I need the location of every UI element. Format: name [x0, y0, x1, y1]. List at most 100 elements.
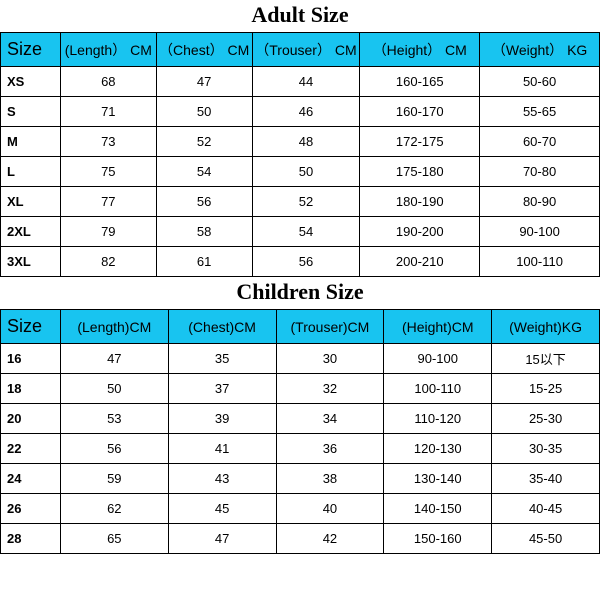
children-cell: 39 — [168, 404, 276, 434]
children-cell: 30 — [276, 344, 384, 374]
children-header-cell: Size — [1, 310, 61, 344]
children-thead: Size(Length)CM(Chest)CM(Trouser)CM(Heigh… — [1, 310, 600, 344]
table-row: 3XL826156200-210100-110 — [1, 247, 600, 277]
children-header-cell: (Chest)CM — [168, 310, 276, 344]
adult-cell: 54 — [252, 217, 360, 247]
adult-cell: 52 — [156, 127, 252, 157]
adult-header-cell: （Chest） CM — [156, 33, 252, 67]
adult-cell: 46 — [252, 97, 360, 127]
adult-cell: 48 — [252, 127, 360, 157]
adult-header-cell: （Weight） KG — [480, 33, 600, 67]
children-section: Children Size Size(Length)CM(Chest)CM(Tr… — [0, 277, 600, 554]
adult-cell: 3XL — [1, 247, 61, 277]
adult-table: Size(Length） CM（Chest） CM（Trouser） CM（He… — [0, 32, 600, 277]
children-cell: 90-100 — [384, 344, 492, 374]
adult-cell: XS — [1, 67, 61, 97]
adult-cell: 50 — [252, 157, 360, 187]
adult-cell: 73 — [60, 127, 156, 157]
adult-cell: 68 — [60, 67, 156, 97]
adult-cell: 180-190 — [360, 187, 480, 217]
adult-cell: 55-65 — [480, 97, 600, 127]
table-row: 24594338130-14035-40 — [1, 464, 600, 494]
adult-cell: 75 — [60, 157, 156, 187]
adult-cell: 61 — [156, 247, 252, 277]
table-row: XS684744160-16550-60 — [1, 67, 600, 97]
adult-header-cell: (Length） CM — [60, 33, 156, 67]
adult-cell: 50-60 — [480, 67, 600, 97]
children-cell: 38 — [276, 464, 384, 494]
children-cell: 15-25 — [492, 374, 600, 404]
children-cell: 53 — [60, 404, 168, 434]
children-title: Children Size — [0, 277, 600, 309]
table-row: XL775652180-19080-90 — [1, 187, 600, 217]
adult-cell: 90-100 — [480, 217, 600, 247]
children-cell: 34 — [276, 404, 384, 434]
children-cell: 120-130 — [384, 434, 492, 464]
children-cell: 40-45 — [492, 494, 600, 524]
children-cell: 16 — [1, 344, 61, 374]
children-cell: 130-140 — [384, 464, 492, 494]
children-cell: 24 — [1, 464, 61, 494]
children-cell: 15以下 — [492, 344, 600, 374]
adult-cell: 172-175 — [360, 127, 480, 157]
adult-section: Adult Size Size(Length） CM（Chest） CM（Tro… — [0, 0, 600, 277]
adult-cell: XL — [1, 187, 61, 217]
adult-cell: 60-70 — [480, 127, 600, 157]
adult-header-cell: （Height） CM — [360, 33, 480, 67]
adult-cell: 58 — [156, 217, 252, 247]
children-cell: 110-120 — [384, 404, 492, 434]
children-cell: 22 — [1, 434, 61, 464]
adult-cell: 160-165 — [360, 67, 480, 97]
adult-cell: 47 — [156, 67, 252, 97]
adult-cell: L — [1, 157, 61, 187]
children-cell: 26 — [1, 494, 61, 524]
children-cell: 43 — [168, 464, 276, 494]
table-row: 18503732100-11015-25 — [1, 374, 600, 404]
adult-cell: 77 — [60, 187, 156, 217]
adult-cell: 54 — [156, 157, 252, 187]
children-cell: 28 — [1, 524, 61, 554]
table-row: 2XL795854190-20090-100 — [1, 217, 600, 247]
adult-cell: M — [1, 127, 61, 157]
children-cell: 41 — [168, 434, 276, 464]
adult-cell: 52 — [252, 187, 360, 217]
adult-cell: S — [1, 97, 61, 127]
adult-cell: 160-170 — [360, 97, 480, 127]
adult-cell: 190-200 — [360, 217, 480, 247]
adult-cell: 70-80 — [480, 157, 600, 187]
adult-cell: 200-210 — [360, 247, 480, 277]
adult-cell: 2XL — [1, 217, 61, 247]
children-cell: 65 — [60, 524, 168, 554]
adult-thead: Size(Length） CM（Chest） CM（Trouser） CM（He… — [1, 33, 600, 67]
children-header-cell: (Height)CM — [384, 310, 492, 344]
adult-tbody: XS684744160-16550-60S715046160-17055-65M… — [1, 67, 600, 277]
children-header-cell: (Weight)KG — [492, 310, 600, 344]
children-cell: 25-30 — [492, 404, 600, 434]
children-cell: 140-150 — [384, 494, 492, 524]
children-cell: 40 — [276, 494, 384, 524]
adult-header-cell: Size — [1, 33, 61, 67]
children-cell: 35 — [168, 344, 276, 374]
adult-cell: 100-110 — [480, 247, 600, 277]
children-cell: 62 — [60, 494, 168, 524]
table-row: 1647353090-10015以下 — [1, 344, 600, 374]
children-cell: 150-160 — [384, 524, 492, 554]
table-row: M735248172-17560-70 — [1, 127, 600, 157]
adult-cell: 56 — [252, 247, 360, 277]
children-cell: 36 — [276, 434, 384, 464]
adult-cell: 175-180 — [360, 157, 480, 187]
children-cell: 47 — [60, 344, 168, 374]
children-cell: 100-110 — [384, 374, 492, 404]
adult-cell: 44 — [252, 67, 360, 97]
adult-cell: 80-90 — [480, 187, 600, 217]
adult-cell: 56 — [156, 187, 252, 217]
adult-title: Adult Size — [0, 0, 600, 32]
children-cell: 42 — [276, 524, 384, 554]
children-cell: 18 — [1, 374, 61, 404]
children-cell: 20 — [1, 404, 61, 434]
table-row: 28654742150-16045-50 — [1, 524, 600, 554]
adult-cell: 71 — [60, 97, 156, 127]
table-row: 22564136120-13030-35 — [1, 434, 600, 464]
adult-cell: 50 — [156, 97, 252, 127]
children-header-cell: (Trouser)CM — [276, 310, 384, 344]
